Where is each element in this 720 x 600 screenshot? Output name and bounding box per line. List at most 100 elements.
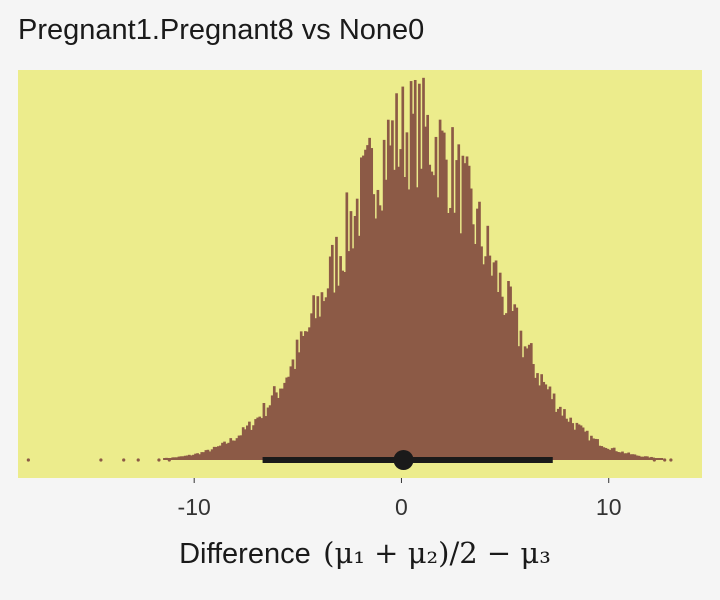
histogram-bar bbox=[376, 189, 380, 460]
histogram-bar bbox=[181, 456, 185, 460]
histogram-bar bbox=[295, 339, 299, 460]
histogram-bar bbox=[312, 295, 315, 460]
histogram-bar bbox=[432, 175, 436, 461]
histogram-bar bbox=[355, 198, 359, 460]
histogram-bar bbox=[299, 331, 303, 460]
histogram-bar bbox=[337, 285, 340, 460]
histogram-bar bbox=[614, 451, 618, 460]
histogram-bar bbox=[171, 457, 175, 460]
histogram-bar bbox=[279, 388, 282, 460]
histogram-bar bbox=[451, 127, 454, 460]
histogram-bar bbox=[291, 359, 295, 460]
histogram-bar bbox=[382, 139, 386, 460]
histogram-bar bbox=[208, 451, 212, 460]
histogram-bar bbox=[602, 447, 606, 460]
outlier-point bbox=[167, 458, 171, 462]
histogram-bar bbox=[571, 423, 575, 460]
histogram-bar bbox=[426, 114, 429, 461]
histogram-bar bbox=[596, 439, 599, 460]
histogram-bar bbox=[476, 208, 479, 460]
histogram-bar bbox=[517, 346, 521, 460]
histogram-bar bbox=[513, 304, 517, 460]
histogram-bar bbox=[515, 307, 519, 460]
histogram-bar bbox=[457, 144, 461, 460]
outlier-point bbox=[26, 458, 30, 462]
histogram-bar bbox=[179, 456, 183, 460]
histogram-bar bbox=[643, 456, 647, 460]
histogram-bar bbox=[366, 145, 369, 460]
histogram-bar bbox=[552, 393, 556, 460]
histogram-bar bbox=[308, 327, 311, 460]
histogram-bar bbox=[631, 454, 635, 460]
histogram-bar bbox=[424, 126, 427, 460]
histogram-bar bbox=[447, 213, 450, 460]
histogram-bar bbox=[318, 316, 322, 460]
histogram-bar bbox=[467, 165, 471, 460]
outlier-point bbox=[122, 458, 126, 462]
histogram-bar bbox=[490, 275, 494, 460]
histogram-bar bbox=[471, 224, 475, 460]
histogram-bar bbox=[407, 189, 411, 460]
histogram-bar bbox=[364, 149, 367, 461]
histogram-bar bbox=[438, 119, 442, 460]
histogram-bar bbox=[368, 137, 371, 461]
histogram-bar bbox=[310, 313, 313, 460]
histogram-bar bbox=[554, 411, 558, 460]
histogram-bar bbox=[656, 458, 660, 460]
histogram-bar bbox=[314, 318, 318, 460]
histogram-bar bbox=[301, 335, 305, 460]
histogram-bar bbox=[320, 292, 324, 460]
histogram-bar bbox=[216, 446, 220, 460]
histogram-bar bbox=[565, 418, 568, 460]
histogram-bar bbox=[478, 201, 481, 461]
histogram-bar bbox=[362, 155, 365, 460]
histogram-bar bbox=[542, 381, 546, 460]
x-tick-label: 10 bbox=[596, 494, 622, 520]
histogram-bar bbox=[374, 218, 378, 460]
histogram-bar bbox=[548, 386, 552, 460]
histogram-bar bbox=[606, 448, 610, 460]
histogram-bar bbox=[357, 235, 361, 460]
histogram-bar bbox=[629, 454, 633, 460]
histogram-bar bbox=[573, 429, 577, 460]
histogram-bar bbox=[635, 455, 639, 460]
chart-title: Pregnant1.Pregnant8 vs None0 bbox=[18, 14, 425, 46]
histogram-bar bbox=[444, 159, 448, 460]
histogram-bar bbox=[258, 416, 262, 460]
histogram-bar bbox=[486, 225, 490, 460]
histogram-bar bbox=[200, 452, 204, 460]
histogram-bar bbox=[231, 440, 235, 460]
histogram-bar bbox=[633, 454, 637, 460]
histogram-bar bbox=[604, 447, 608, 460]
histogram-bar bbox=[306, 331, 309, 460]
histogram-bar bbox=[494, 260, 498, 460]
histogram-bar bbox=[370, 148, 374, 461]
histogram-bar bbox=[177, 456, 181, 460]
histogram-bar bbox=[266, 407, 270, 460]
histogram-bar bbox=[654, 458, 657, 460]
histogram-bar bbox=[550, 399, 554, 460]
histogram-bar bbox=[304, 331, 307, 460]
histogram-bar bbox=[556, 408, 560, 460]
histogram-bar bbox=[637, 455, 641, 460]
histogram-bar bbox=[449, 207, 452, 460]
outlier-points bbox=[26, 458, 673, 462]
histogram-bar bbox=[395, 93, 398, 460]
histogram-bar bbox=[420, 168, 423, 460]
histogram-bar bbox=[625, 453, 628, 460]
histogram-bar bbox=[401, 86, 405, 460]
histogram-bar bbox=[621, 451, 624, 460]
outlier-point bbox=[669, 458, 673, 462]
histogram-bar bbox=[204, 450, 208, 460]
histogram-bar bbox=[488, 255, 492, 460]
histogram-bar bbox=[527, 344, 531, 460]
histogram-bar bbox=[353, 215, 357, 460]
histogram-bar bbox=[413, 79, 417, 461]
histogram-bar bbox=[198, 454, 201, 460]
histogram-bar bbox=[347, 251, 351, 460]
histogram-bar bbox=[386, 119, 390, 460]
histogram-bar bbox=[239, 435, 243, 460]
histogram-bar bbox=[219, 445, 222, 460]
histogram-bar bbox=[558, 406, 562, 460]
histogram-bar bbox=[465, 156, 469, 460]
